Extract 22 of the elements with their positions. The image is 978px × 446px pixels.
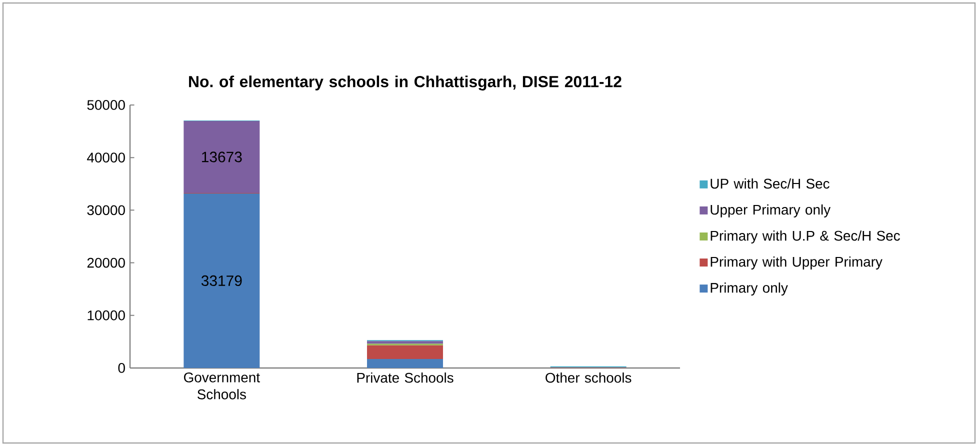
chart-title: No. of elementary schools in Chhattisgarh, DISE 2011-12 <box>189 76 622 90</box>
legend-label: Primary with U.P & Sec/H Sec <box>710 230 900 244</box>
x-tick-label: Private Schools <box>357 372 454 383</box>
y-tick-label: 40000 <box>87 152 125 163</box>
legend-label: Primary with Upper Primary <box>710 256 882 270</box>
y-tick-label: 30000 <box>87 205 125 216</box>
data-label: 13673 <box>202 152 242 162</box>
legend-label: UP with Sec/H Sec <box>710 178 830 189</box>
legend-label: Primary only <box>710 282 788 296</box>
y-tick-label: 50000 <box>87 100 125 110</box>
bar <box>367 341 444 344</box>
x-tick-label: Government Schools <box>184 372 260 400</box>
bar <box>184 193 260 368</box>
bar <box>367 359 444 368</box>
x-tick-label: Other schools <box>546 372 632 383</box>
bar <box>184 121 260 193</box>
data-label: 33179 <box>201 275 242 286</box>
y-tick-label: 0 <box>118 363 125 373</box>
bar <box>367 345 444 360</box>
legend-label: Upper Primary only <box>710 204 831 218</box>
y-tick-label: 10000 <box>88 310 125 320</box>
y-tick-label: 20000 <box>87 258 125 268</box>
